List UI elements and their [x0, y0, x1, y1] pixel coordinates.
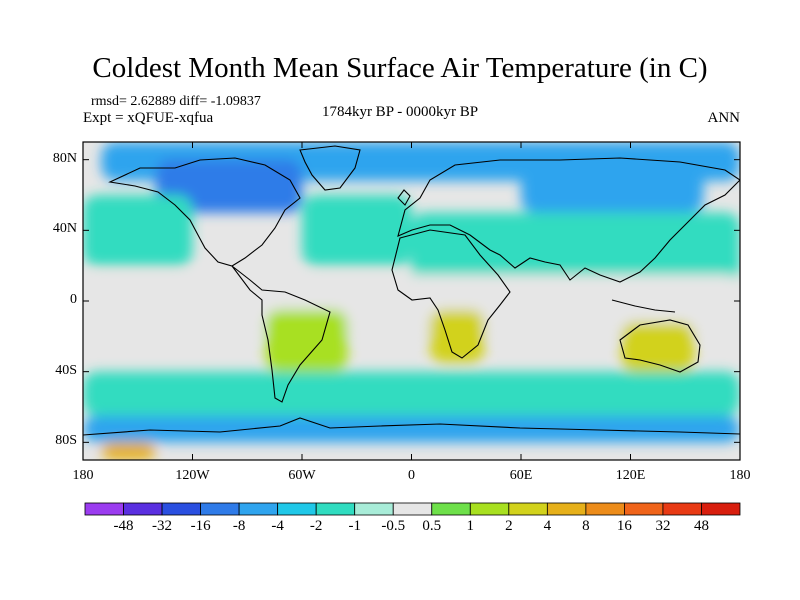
x-tick-label: 180	[729, 468, 751, 483]
x-tick-label: 120W	[175, 468, 210, 483]
colorbar-label: -32	[152, 518, 173, 534]
stats-label: rmsd= 2.62889 diff= -1.09837	[91, 94, 261, 109]
region-antarctic-blue	[83, 415, 740, 443]
colorbar-swatch	[508, 502, 548, 516]
region-australia-green	[621, 322, 695, 372]
x-tick-label: 60W	[288, 468, 316, 483]
region-eurasia-cyan	[411, 212, 740, 284]
colorbar-label: -16	[190, 518, 211, 534]
region-north-atlantic-cyan	[302, 195, 412, 266]
y-tick-label: 0	[70, 292, 77, 307]
colorbar-label: 48	[693, 518, 709, 534]
coastline-africa	[391, 229, 511, 359]
colorbar-swatch	[315, 502, 356, 516]
experiment-label: Expt = xQFUE-xqfua	[83, 110, 214, 126]
colorbar-swatch	[392, 502, 433, 516]
colorbar-swatch	[123, 502, 163, 516]
colorbar-swatch	[84, 502, 124, 516]
colorbar-label: -1	[348, 518, 361, 534]
colorbar-swatch	[161, 502, 201, 516]
colorbar-swatch	[354, 502, 394, 516]
y-tick-label: 80S	[55, 433, 77, 449]
colorbar-swatch	[277, 502, 317, 516]
colorbar-swatch	[585, 502, 625, 516]
colorbar-swatch	[469, 502, 510, 516]
coastline-north-america	[108, 157, 301, 267]
colorbar-swatch	[662, 502, 702, 516]
coastline-australia	[619, 319, 701, 373]
region-siberia-cold	[521, 168, 704, 213]
colorbar-swatch	[238, 502, 279, 516]
season-label: ANN	[707, 110, 741, 126]
region-north-pacific-cyan	[83, 195, 193, 266]
colorbar-swatch	[624, 502, 664, 516]
region-southern-ocean-cyan	[83, 371, 740, 416]
coastline-british-isles	[397, 189, 411, 206]
coastline-antarctica	[83, 417, 740, 436]
colorbar-swatch	[431, 502, 471, 516]
colorbar-swatch	[546, 502, 587, 516]
coastlines	[83, 145, 740, 436]
region-north-america-cold	[156, 159, 302, 213]
colorbar-label: -8	[232, 518, 246, 534]
x-tick-label: 120E	[615, 468, 646, 483]
period-label: 1784kyr BP - 0000kyr BP	[321, 104, 479, 120]
axis-ticks	[82, 142, 741, 460]
x-tick-label: 60E	[509, 468, 533, 483]
colorbar-swatch	[701, 502, 741, 516]
colorbar-label: 2	[505, 518, 513, 534]
y-tick-label: 80N	[52, 150, 77, 166]
colorbar-label: -48	[113, 518, 134, 534]
x-tick-label: 180	[72, 468, 94, 483]
region-africa-south-green	[429, 309, 485, 363]
temperature-field	[83, 142, 740, 460]
chart-title: Coldest Month Mean Surface Air Temperatu…	[92, 52, 708, 84]
colorbar-swatch	[200, 502, 240, 516]
colorbar-label: -4	[271, 518, 284, 534]
colorbar-label: 32	[655, 518, 671, 534]
region-antarctic-warm	[101, 442, 156, 460]
colorbar-label: 0.5	[422, 518, 442, 534]
colorbar-label: 16	[616, 518, 632, 534]
colorbar-label: 4	[543, 518, 552, 534]
colorbar-label: -0.5	[381, 518, 406, 534]
coastline-greenland	[299, 145, 361, 191]
region-tropics-neutral	[83, 274, 740, 337]
region-south-america-green	[265, 309, 348, 372]
colorbar-label: -2	[309, 518, 323, 534]
coastline-south-america	[231, 265, 331, 403]
colorbar-label: 8	[582, 518, 590, 534]
coastline-indonesia	[611, 299, 676, 313]
y-tick-label: 40N	[52, 221, 77, 237]
y-tick-label: 40S	[55, 362, 77, 378]
coastline-eurasia	[397, 157, 740, 283]
colorbar	[84, 502, 741, 516]
x-tick-label: 0	[408, 468, 415, 483]
colorbar-label: 1	[466, 518, 475, 534]
